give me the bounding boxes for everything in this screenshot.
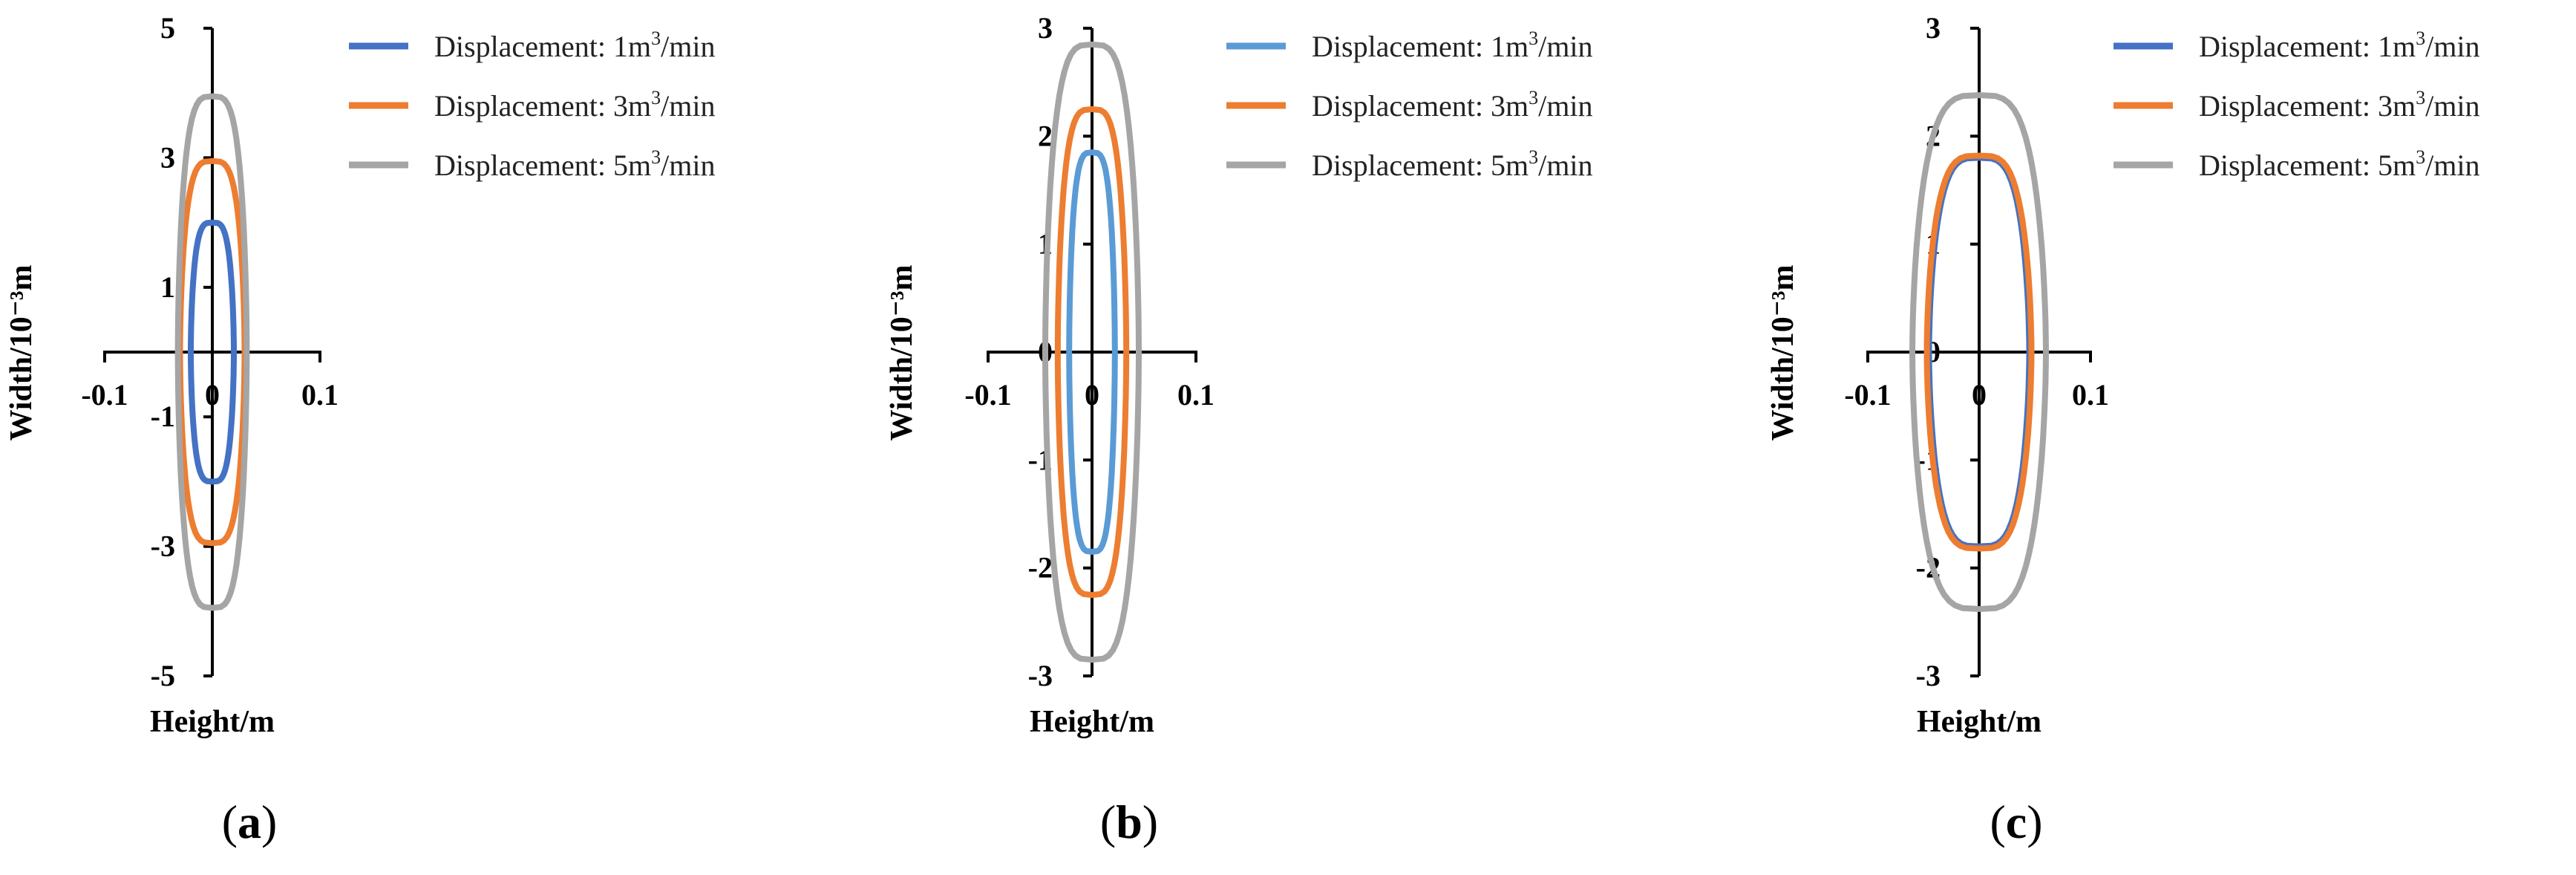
legend-label: Displacement: 1m3/min: [434, 27, 716, 63]
panel-label: (a): [222, 796, 278, 848]
y-tick-label: 1: [160, 270, 175, 304]
x-axis-title: Height/m: [1917, 705, 2041, 739]
chart-panel-a: 5 3 1 -1 -3 -5 -0.1 0 0.1 Width/10⁻³m Height/m Disp…: [4, 11, 716, 848]
legend-label: Displacement: 5m3/min: [2199, 146, 2480, 182]
y-tick-label: -2: [1028, 551, 1053, 585]
y-tick-label: -3: [1916, 659, 1941, 692]
y-tick-label: -1: [151, 400, 175, 433]
y-axis-title: Width/10⁻³m: [1766, 264, 1800, 440]
x-tick-label: 0.1: [301, 378, 339, 412]
legend-label: Displacement: 3m3/min: [434, 87, 716, 123]
x-tick-label: -0.1: [1844, 378, 1891, 412]
series-curve-3: [174, 93, 250, 611]
y-tick-label: 3: [160, 140, 175, 174]
y-tick-label: 3: [1038, 11, 1053, 45]
y-tick-label: -5: [151, 659, 175, 692]
panel-label: (c): [1990, 796, 2042, 848]
legend-label: Displacement: 3m3/min: [1312, 87, 1593, 123]
series-curve-2: [1923, 152, 2035, 552]
legend-label: Displacement: 3m3/min: [2199, 87, 2480, 123]
y-tick-label: -3: [151, 530, 175, 563]
series-curve-2: [1054, 106, 1130, 598]
series-curve-1: [188, 219, 237, 485]
x-tick-label: 0.1: [1177, 378, 1215, 412]
series-curve-3: [1042, 41, 1142, 663]
legend-label: Displacement: 1m3/min: [1312, 27, 1593, 63]
x-tick-label: 0: [205, 378, 220, 412]
x-tick-label: 0.1: [2072, 378, 2109, 412]
legend-label: Displacement: 1m3/min: [2199, 27, 2480, 63]
x-axis-title: Height/m: [1030, 705, 1154, 739]
legend-label: Displacement: 5m3/min: [1312, 146, 1593, 182]
x-tick-label: 0: [1085, 378, 1099, 412]
legend-label: Displacement: 5m3/min: [434, 146, 716, 182]
y-tick-label: 2: [1038, 119, 1053, 152]
x-tick-label: 0: [1972, 378, 1987, 412]
y-tick-label: 5: [160, 11, 175, 45]
y-tick-label: 3: [1926, 11, 1941, 45]
y-axis-title: Width/10⁻³m: [4, 264, 39, 440]
x-axis-title: Height/m: [150, 705, 275, 739]
panel-label: (b): [1100, 796, 1158, 848]
series-curve-3: [1909, 92, 2049, 612]
y-axis-title: Width/10⁻³m: [885, 264, 919, 440]
x-tick-label: -0.1: [964, 378, 1011, 412]
series-curve-1: [1066, 149, 1118, 555]
x-tick-label: -0.1: [81, 378, 128, 412]
y-tick-label: -3: [1028, 659, 1053, 692]
